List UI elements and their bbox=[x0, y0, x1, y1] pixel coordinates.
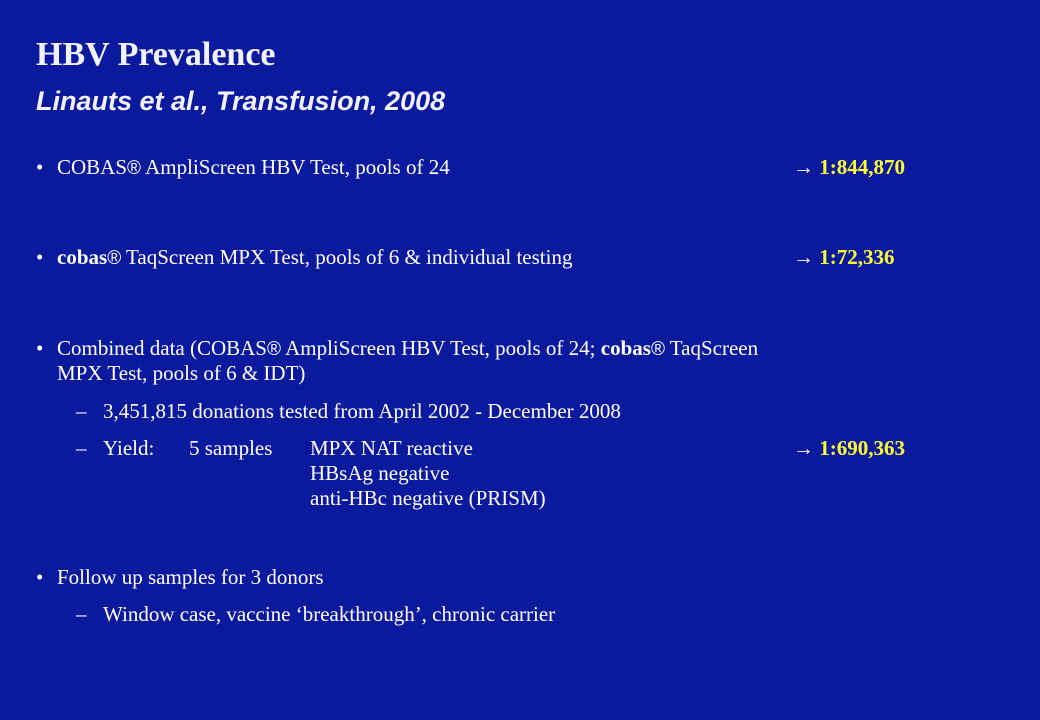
sub-dash: – bbox=[76, 399, 87, 423]
bullet-2-prefix: cobas bbox=[57, 245, 108, 269]
bullet-3-line-2: MPX Test, pools of 6 & IDT) bbox=[57, 361, 306, 385]
bullet-2-marker: • bbox=[36, 245, 44, 269]
bullet-4-sub-1: Window case, vaccine ‘breakthrough’, chr… bbox=[103, 602, 556, 626]
bullet-3-marker: • bbox=[36, 336, 44, 360]
arrow-icon: → bbox=[793, 436, 814, 460]
arrow-icon: → bbox=[793, 245, 814, 269]
bullet-3-part-c: cobas bbox=[600, 336, 651, 360]
bullet-2-text: cobas® TaqScreen MPX Test, pools of 6 & … bbox=[57, 245, 572, 271]
bullet-2-result: → 1:72,336 bbox=[793, 245, 895, 270]
yield-criterion-2: HBsAg negative bbox=[310, 461, 450, 485]
bullet-2-rest: TaqScreen MPX Test, pools of 6 & individ… bbox=[121, 245, 573, 269]
bullet-3-sub-1: 3,451,815 donations tested from April 20… bbox=[103, 399, 621, 423]
bullet-1-text: COBAS® AmpliScreen HBV Test, pools of 24 bbox=[57, 155, 450, 181]
bullet-3-result: → 1:690,363 bbox=[793, 436, 905, 461]
bullet-3-part-a: Combined data (COBAS bbox=[57, 336, 267, 360]
arrow-icon: → bbox=[793, 155, 814, 179]
sub-dash: – bbox=[76, 436, 87, 460]
slide-subtitle: Linauts et al., Transfusion, 2008 bbox=[36, 86, 446, 116]
yield-label: Yield: bbox=[103, 436, 155, 460]
bullet-4-marker: • bbox=[36, 565, 44, 589]
bullet-1-prefix: COBAS bbox=[57, 155, 128, 179]
bullet-3-line-1: Combined data (COBAS® AmpliScreen HBV Te… bbox=[57, 336, 758, 362]
sub-dash: – bbox=[76, 602, 87, 626]
reg-mark: ® bbox=[650, 339, 665, 360]
bullet-4-text: Follow up samples for 3 donors bbox=[57, 565, 324, 589]
reg-mark: ® bbox=[107, 248, 122, 269]
slide-title: HBV Prevalence bbox=[36, 36, 276, 73]
bullet-3-part-d: TaqScreen bbox=[664, 336, 759, 360]
yield-criterion-3: anti-HBc negative (PRISM) bbox=[310, 486, 546, 510]
reg-mark: ® bbox=[127, 158, 142, 179]
bullet-1-ratio: 1:844,870 bbox=[819, 155, 905, 179]
yield-count: 5 samples bbox=[189, 436, 273, 460]
bullet-3-part-b: AmpliScreen HBV Test, pools of 24; bbox=[281, 336, 601, 360]
bullet-3-ratio: 1:690,363 bbox=[819, 436, 905, 460]
reg-mark: ® bbox=[267, 339, 281, 360]
yield-criterion-1: MPX NAT reactive bbox=[310, 436, 473, 460]
bullet-1-marker: • bbox=[36, 155, 44, 179]
bullet-2-ratio: 1:72,336 bbox=[819, 245, 895, 269]
bullet-1-rest: AmpliScreen HBV Test, pools of 24 bbox=[141, 155, 450, 179]
bullet-1-result: → 1:844,870 bbox=[793, 155, 905, 180]
